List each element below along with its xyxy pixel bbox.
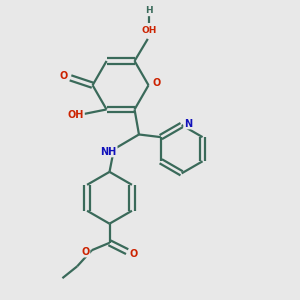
Text: N: N (184, 118, 192, 129)
Text: O: O (81, 247, 89, 257)
Text: O: O (130, 249, 138, 259)
Text: OH: OH (68, 110, 84, 120)
Text: H: H (146, 6, 153, 15)
Text: NH: NH (100, 147, 117, 157)
Text: OH: OH (142, 26, 157, 35)
Text: O: O (60, 70, 68, 80)
Text: O: O (153, 78, 161, 88)
